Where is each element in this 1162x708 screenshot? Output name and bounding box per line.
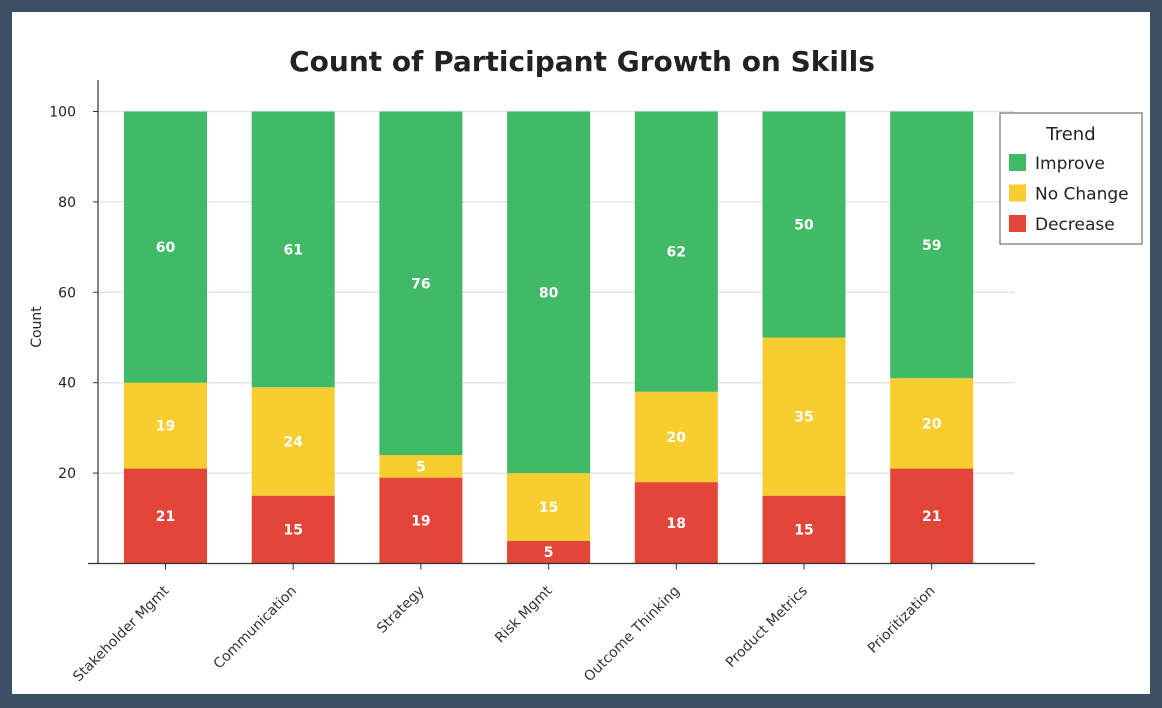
chart-frame: Count of Participant Growth on Skills Co… — [12, 12, 1150, 694]
bar-label-decrease-6: 21 — [922, 509, 941, 525]
bar-decrease-1 — [251, 495, 335, 564]
bar-decrease-2 — [379, 477, 463, 564]
legend-swatch-improve — [1009, 154, 1026, 171]
bar-label-no-change-0: 19 — [156, 419, 175, 435]
chart-title: Count of Participant Growth on Skills — [289, 45, 875, 78]
legend-title: Trend — [1045, 124, 1095, 145]
legend-swatch-no-change — [1009, 184, 1026, 202]
x-tick-label-0: Stakeholder Mgmt — [70, 583, 172, 685]
legend-label-decrease: Decrease — [1035, 215, 1115, 235]
bar-label-improve-3: 80 — [539, 285, 559, 301]
bar-improve-3 — [507, 111, 591, 474]
bar-no-change-2 — [379, 455, 463, 478]
x-tick-label-6: Prioritization — [865, 583, 939, 657]
bar-no-change-4 — [634, 391, 718, 483]
y-tick-label-60: 60 — [58, 285, 76, 301]
y-tick-label-100: 100 — [49, 105, 76, 121]
bar-label-improve-0: 60 — [156, 240, 176, 256]
bar-label-decrease-0: 21 — [156, 509, 175, 525]
bar-label-no-change-2: 5 — [416, 459, 426, 475]
bars-group: 21 19 60 15 24 61 19 5 76 5 15 80 18 20 62 15 35 50 21 20 59 — [124, 111, 974, 564]
bar-label-improve-2: 76 — [411, 276, 430, 292]
bar-label-decrease-3: 5 — [544, 545, 554, 561]
bar-label-decrease-1: 15 — [283, 523, 302, 539]
bar-no-change-0 — [124, 382, 207, 469]
bar-decrease-5 — [762, 495, 846, 564]
bar-decrease-3 — [507, 540, 591, 564]
bar-no-change-6 — [890, 378, 974, 469]
stacked-bar-chart: Count of Participant Growth on Skills Co… — [29, 45, 1143, 685]
y-tick-label-80: 80 — [58, 195, 76, 211]
bar-label-no-change-5: 35 — [794, 410, 813, 426]
bar-label-improve-1: 61 — [283, 242, 302, 258]
y-tick-label-20: 20 — [58, 466, 76, 482]
bar-no-change-3 — [507, 473, 591, 541]
bar-label-no-change-4: 20 — [667, 430, 687, 446]
bar-label-improve-5: 50 — [794, 218, 814, 234]
bar-label-decrease-2: 19 — [411, 514, 430, 530]
x-tick-label-5: Product Metrics — [723, 583, 811, 671]
bar-label-no-change-3: 15 — [539, 500, 558, 516]
x-tick-label-2: Strategy — [374, 583, 428, 637]
bar-improve-6 — [890, 111, 974, 379]
bar-decrease-6 — [890, 468, 974, 564]
bar-improve-0 — [124, 111, 207, 383]
bar-improve-2 — [379, 111, 463, 456]
bar-decrease-0 — [124, 468, 207, 564]
y-axis-label: Count — [29, 306, 45, 348]
bar-no-change-5 — [762, 337, 846, 496]
bar-label-improve-4: 62 — [667, 245, 686, 261]
bar-label-no-change-6: 20 — [922, 416, 942, 432]
bar-improve-4 — [634, 111, 718, 392]
x-tick-label-4: Outcome Thinking — [581, 583, 683, 685]
bar-decrease-4 — [634, 482, 718, 564]
legend: Trend Improve No Change Decrease — [999, 112, 1143, 245]
bar-label-decrease-5: 15 — [794, 523, 813, 539]
y-tick-label-40: 40 — [58, 376, 76, 392]
bar-improve-5 — [762, 111, 846, 338]
legend-label-no-change: No Change — [1035, 185, 1129, 205]
x-tick-label-3: Risk Mgmt — [492, 583, 556, 647]
bar-improve-1 — [251, 111, 335, 388]
bar-label-no-change-1: 24 — [283, 434, 303, 450]
bar-no-change-1 — [251, 387, 335, 496]
legend-swatch-decrease — [1009, 215, 1026, 232]
x-tick-label-1: Communication — [211, 583, 300, 672]
bar-label-improve-6: 59 — [922, 238, 941, 254]
legend-label-improve: Improve — [1035, 154, 1105, 174]
bar-label-decrease-4: 18 — [667, 516, 686, 532]
